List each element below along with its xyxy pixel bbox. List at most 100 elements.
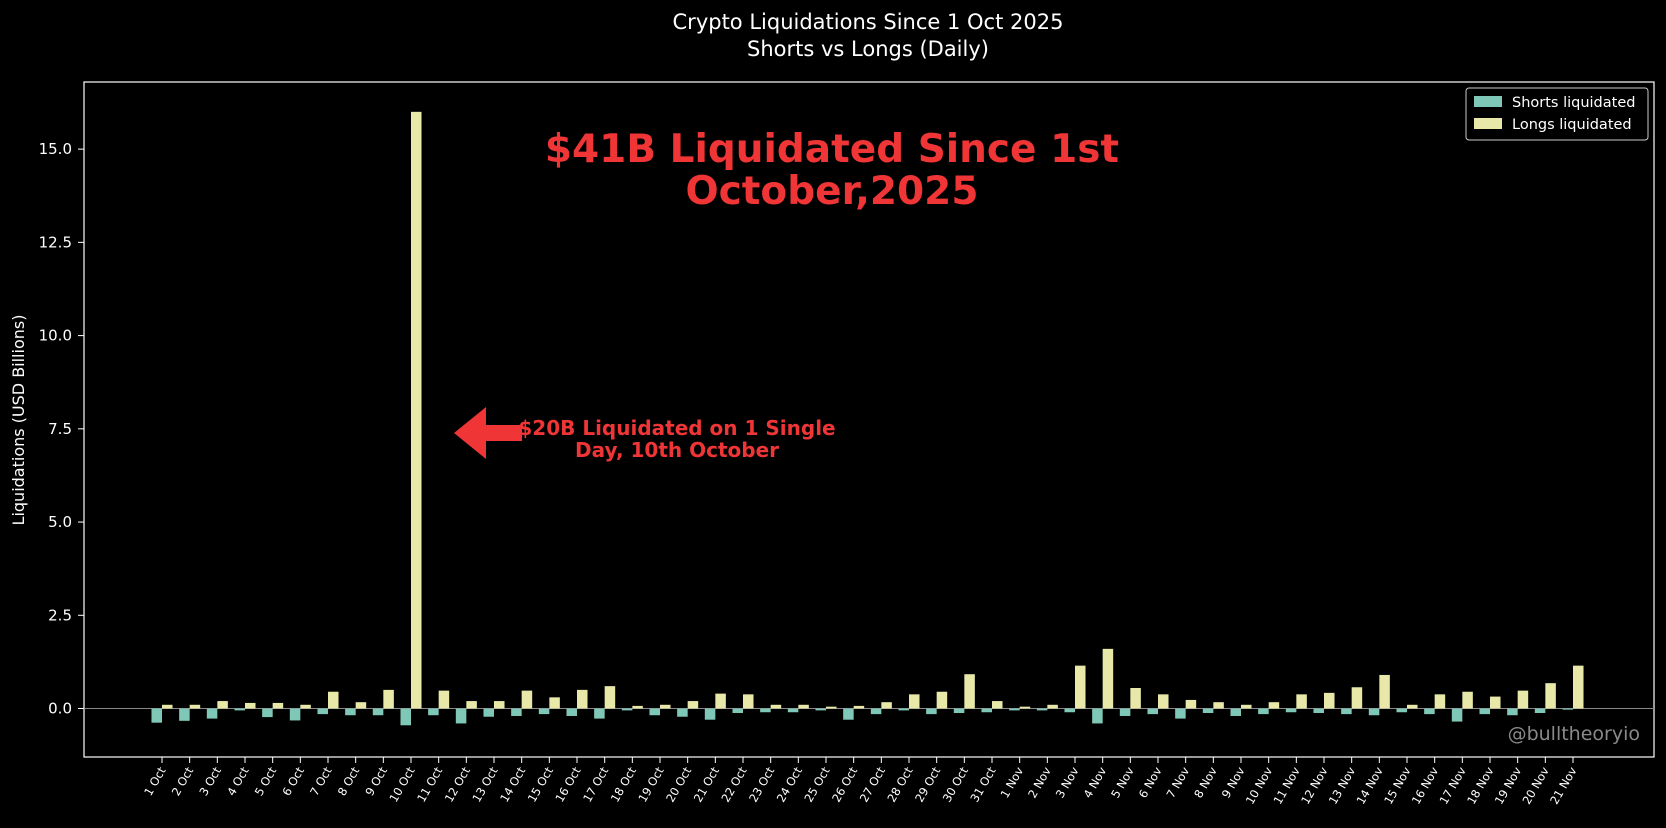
bar-shorts [815, 708, 826, 711]
bar-shorts [1092, 708, 1103, 724]
bar-shorts [1507, 708, 1518, 716]
bar-longs [660, 704, 671, 709]
x-tick-label: 23 Oct [746, 764, 777, 804]
bar-shorts [372, 708, 384, 716]
x-tick-label: 12 Oct [442, 764, 473, 804]
bar-longs [1213, 702, 1224, 709]
bar-shorts [1451, 708, 1463, 722]
x-tick-label: 1 Oct [141, 764, 169, 798]
bar-longs [1047, 704, 1058, 709]
x-tick-label: 6 Oct [279, 764, 307, 798]
bar-shorts [843, 708, 854, 720]
x-axis: 1 Oct 2 Oct 3 Oct 4 Oct 5 Oct 6 Oct 7 Oct 8 Oct… [141, 757, 1580, 807]
bar-shorts [1396, 708, 1407, 713]
bar-longs [466, 701, 477, 709]
bar-longs [1573, 665, 1584, 709]
x-tick-label: 2 Nov [1025, 764, 1054, 800]
x-tick-label: 27 Oct [857, 764, 888, 804]
bar-shorts [649, 708, 660, 716]
bar-longs [1351, 687, 1363, 709]
y-tick-label: 0.0 [48, 700, 72, 718]
bar-longs [1019, 706, 1031, 709]
bar-shorts [455, 708, 467, 724]
shorts-bars [151, 708, 1573, 726]
x-tick-label: 2 Oct [169, 764, 197, 798]
x-tick-label: 25 Oct [801, 764, 832, 804]
bar-shorts [262, 708, 273, 718]
bar-longs [826, 706, 837, 709]
watermark: @bulltheoryio [1508, 723, 1640, 745]
bar-longs [632, 705, 643, 709]
bar-shorts [400, 708, 411, 726]
bar-shorts [981, 708, 992, 713]
x-tick-label: 20 Oct [663, 764, 694, 804]
bar-longs [1268, 702, 1280, 709]
legend-box [1465, 87, 1649, 141]
bar-longs [1462, 691, 1473, 709]
bar-longs [577, 689, 588, 709]
x-tick-label: 14 Oct [497, 764, 528, 804]
bar-longs [383, 689, 394, 709]
bar-longs [1075, 665, 1086, 709]
bar-shorts [428, 708, 439, 716]
x-tick-label: 26 Oct [829, 764, 860, 804]
bar-longs [1158, 694, 1169, 709]
x-tick-label: 29 Oct [912, 764, 943, 804]
x-tick-label: 5 Oct [252, 764, 280, 798]
bar-shorts [179, 708, 190, 721]
bar-shorts [1341, 708, 1352, 715]
x-tick-label: 11 Oct [414, 764, 445, 804]
bar-longs [992, 701, 1003, 709]
chart-title: Crypto Liquidations Since 1 Oct 2025 [673, 10, 1064, 34]
x-tick-label: 30 Oct [940, 764, 971, 804]
bar-longs [272, 702, 284, 709]
x-tick-label: 24 Oct [774, 764, 805, 804]
y-tick-label: 12.5 [39, 233, 72, 251]
bar-longs [881, 702, 892, 709]
x-tick-label: 13 Oct [469, 764, 500, 804]
x-tick-label: 18 Oct [608, 764, 639, 804]
y-tick-label: 2.5 [48, 606, 72, 624]
bar-shorts [483, 708, 494, 717]
bar-longs [798, 704, 809, 709]
total-annotation-line-1: $41B Liquidated Since 1st [545, 127, 1119, 172]
bar-longs [604, 686, 616, 709]
x-tick-label: 6 Nov [1136, 764, 1165, 800]
x-tick-label: 7 Oct [307, 764, 335, 798]
bar-shorts [594, 708, 605, 719]
x-tick-label: 17 Oct [580, 764, 611, 804]
bar-shorts [1147, 708, 1158, 715]
x-tick-label: 21 Oct [691, 764, 722, 804]
legend-swatch-shorts [1474, 96, 1502, 107]
bar-longs [411, 111, 422, 709]
bar-longs [1517, 690, 1529, 709]
bar-shorts [1119, 708, 1131, 716]
bar-shorts [151, 708, 162, 723]
longs-bars [162, 111, 1584, 709]
bar-shorts [289, 708, 301, 721]
y-tick-label: 5.0 [48, 513, 72, 531]
bar-shorts [511, 708, 522, 716]
legend-label-shorts: Shorts liquidated [1512, 95, 1635, 111]
x-tick-label: 31 Oct [967, 764, 998, 804]
x-tick-label: 16 Oct [552, 764, 583, 804]
arrow-left-icon [454, 407, 522, 459]
bar-longs [217, 701, 228, 709]
bar-longs [245, 702, 256, 709]
bar-longs [743, 694, 754, 709]
single-day-annotation-line-2: Day, 10th October [575, 438, 779, 462]
bar-shorts [870, 708, 882, 715]
bar-shorts [1230, 708, 1241, 716]
bar-shorts [621, 708, 633, 711]
x-tick-label: 28 Oct [884, 764, 915, 804]
bar-longs [521, 690, 533, 709]
bar-shorts [206, 708, 218, 719]
x-tick-label: 1 Nov [997, 764, 1026, 800]
bar-shorts [317, 708, 328, 715]
bar-longs [494, 701, 505, 709]
bar-longs [964, 674, 975, 709]
bar-longs [909, 694, 920, 709]
bar-shorts [898, 708, 909, 711]
bar-shorts [1424, 708, 1435, 715]
